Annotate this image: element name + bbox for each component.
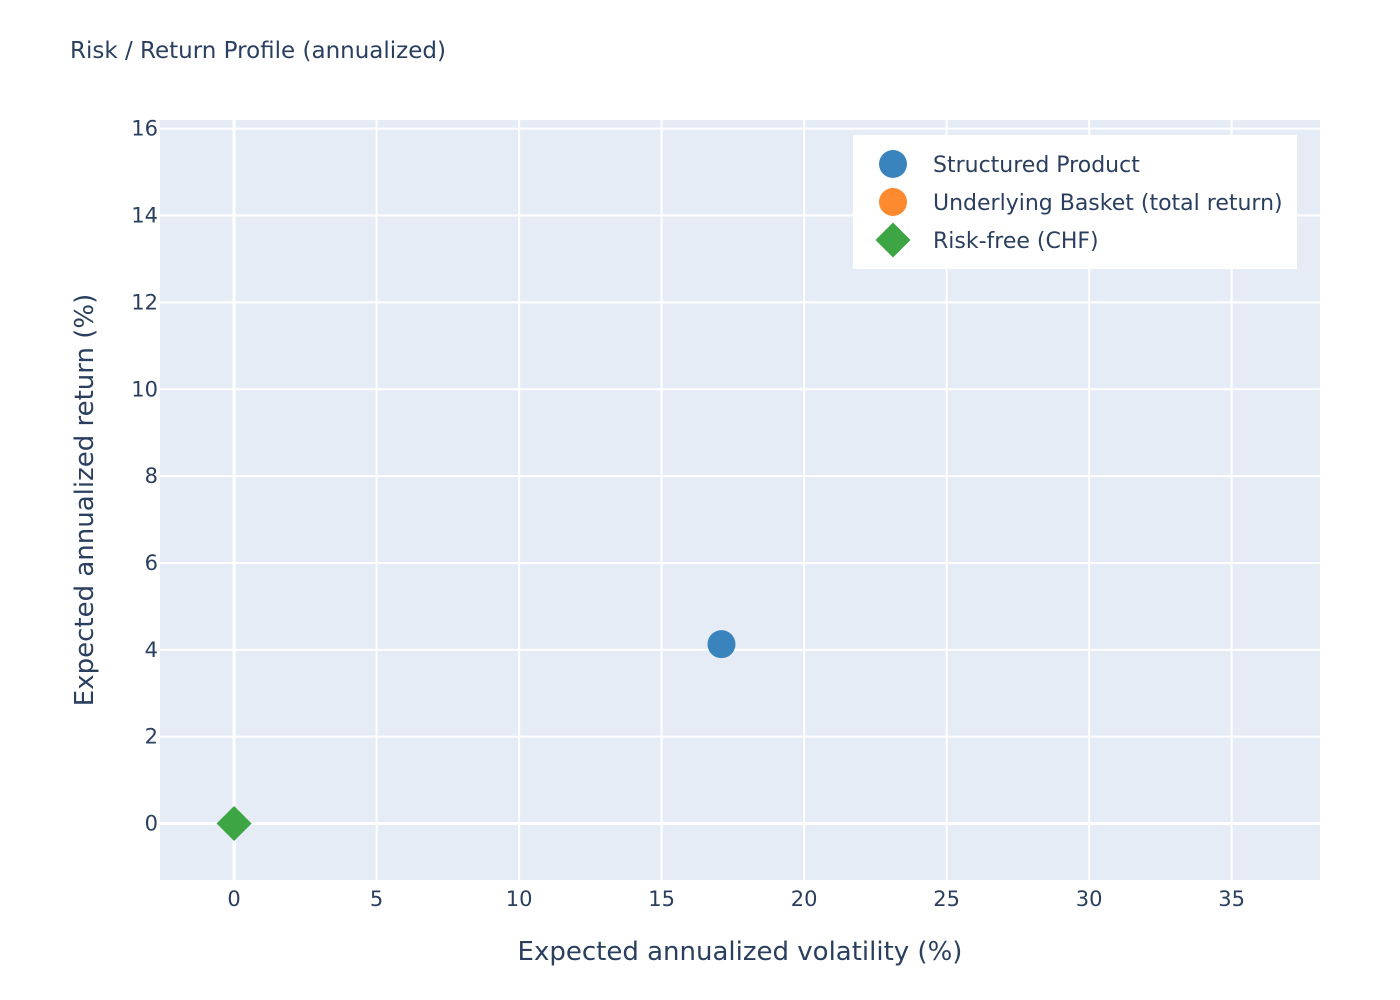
data-point bbox=[707, 630, 736, 659]
y-tick-label: 8 bbox=[145, 464, 158, 488]
x-tick-label: 35 bbox=[1218, 887, 1245, 911]
legend-marker bbox=[879, 188, 907, 216]
x-tick-label: 20 bbox=[791, 887, 818, 911]
legend[interactable]: Structured Product Underlying Basket (tot… bbox=[853, 135, 1297, 269]
x-tick-label: 10 bbox=[506, 887, 533, 911]
y-tick-label: 6 bbox=[145, 551, 158, 575]
tick-layer: 0 5 10 15 20 25 30 35 0 2 4 6 8 10 12 14 16 bbox=[131, 117, 1245, 911]
legend-item[interactable]: Structured Product bbox=[879, 150, 1140, 178]
x-tick-label: 5 bbox=[370, 887, 383, 911]
x-tick-label: 0 bbox=[227, 887, 240, 911]
y-tick-label: 10 bbox=[131, 377, 158, 401]
y-axis-title: Expected annualized return (%) bbox=[70, 294, 100, 706]
y-tick-label: 12 bbox=[131, 290, 158, 314]
x-tick-label: 25 bbox=[933, 887, 960, 911]
marks-layer bbox=[216, 630, 736, 842]
chart-title: Risk / Return Profile (annualized) bbox=[70, 38, 446, 64]
legend-label: Structured Product bbox=[933, 153, 1140, 178]
legend-marker bbox=[875, 222, 911, 258]
legend-box bbox=[853, 135, 1297, 269]
legend-marker bbox=[879, 150, 907, 178]
y-tick-label: 2 bbox=[145, 725, 158, 749]
y-tick-label: 14 bbox=[131, 204, 158, 228]
data-point bbox=[216, 806, 252, 842]
legend-label: Risk-free (CHF) bbox=[933, 229, 1099, 254]
x-axis-title: Expected annualized volatility (%) bbox=[518, 937, 963, 967]
legend-item[interactable]: Risk-free (CHF) bbox=[875, 222, 1099, 258]
legend-label: Underlying Basket (total return) bbox=[933, 191, 1283, 216]
y-tick-label: 0 bbox=[145, 812, 158, 836]
x-tick-label: 30 bbox=[1076, 887, 1103, 911]
y-tick-label: 16 bbox=[131, 117, 158, 141]
x-tick-label: 15 bbox=[648, 887, 675, 911]
legend-item[interactable]: Underlying Basket (total return) bbox=[879, 188, 1283, 216]
y-tick-label: 4 bbox=[145, 638, 158, 662]
